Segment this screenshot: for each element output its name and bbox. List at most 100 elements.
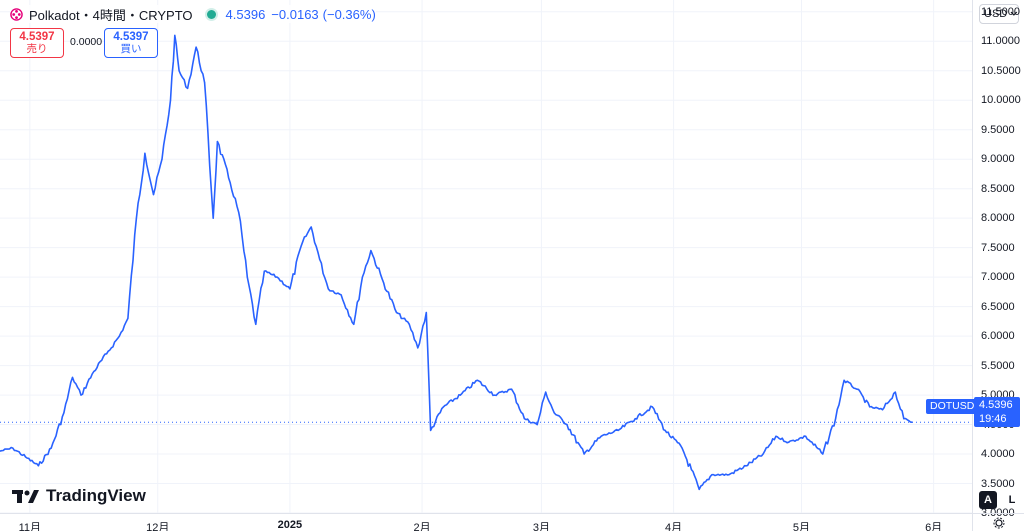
data-point <box>523 418 526 420</box>
axis-corner <box>972 513 1024 531</box>
data-point <box>63 412 65 414</box>
buy-button[interactable]: 4.5397 買い <box>104 28 158 58</box>
price-series <box>0 34 913 491</box>
data-point <box>617 429 619 431</box>
y-tick-label: 10.0000 <box>981 94 1021 107</box>
data-point <box>698 488 700 490</box>
data-point <box>169 99 172 101</box>
x-tick-label: 2025 <box>277 519 303 531</box>
data-point <box>353 323 355 325</box>
data-point <box>425 311 427 314</box>
data-point <box>361 276 363 278</box>
x-tick-label: 4月 <box>665 522 683 531</box>
data-point <box>71 376 74 378</box>
y-tick-label: 11.0000 <box>981 35 1020 48</box>
x-tick-label: 12月 <box>146 522 170 531</box>
symbol-title[interactable]: Polkadot・4時間・CRYPTO <box>29 7 193 23</box>
data-point <box>25 456 27 458</box>
x-tick-label: 6月 <box>925 522 943 531</box>
data-point <box>835 418 837 420</box>
data-point <box>238 211 240 213</box>
brand-name: TradingView <box>46 486 146 505</box>
spread-value: 0.0000 <box>70 36 103 48</box>
y-tick-label: 10.5000 <box>981 64 1021 77</box>
price-change: −0.0163 <box>271 6 319 22</box>
gear-icon[interactable] <box>993 517 1005 529</box>
data-point <box>745 465 747 467</box>
price-chart[interactable] <box>0 0 972 513</box>
data-point <box>255 323 257 325</box>
currency-label: USD <box>984 8 1008 20</box>
data-point <box>869 406 871 408</box>
currency-selector[interactable]: USD <box>979 4 1019 24</box>
sell-button[interactable]: 4.5397 売り <box>10 28 64 58</box>
price-axis[interactable]: USD 3.00003.50004.00004.50005.00005.5000… <box>972 0 1024 519</box>
data-point <box>430 429 432 431</box>
data-point <box>511 388 513 390</box>
data-point <box>762 453 764 455</box>
data-point <box>0 450 1 452</box>
data-point <box>911 421 913 423</box>
series-line-dotusd <box>0 34 913 491</box>
current-price-tag: 4.5396 19:46 <box>974 397 1020 427</box>
y-tick-label: 8.5000 <box>981 182 1015 195</box>
data-point <box>80 394 82 396</box>
tradingview-logo-icon <box>12 490 39 503</box>
data-point <box>600 435 602 437</box>
data-point <box>174 34 176 37</box>
y-tick-label: 11.5000 <box>981 5 1020 18</box>
x-tick-label: 2月 <box>413 522 431 531</box>
data-point <box>822 453 824 455</box>
y-tick-label: 6.5000 <box>981 300 1015 313</box>
data-point <box>536 424 538 426</box>
data-point <box>50 447 52 449</box>
log-scale-button[interactable]: L <box>1008 494 1016 506</box>
data-point <box>711 474 713 476</box>
data-point <box>894 391 896 393</box>
y-tick-label: 6.0000 <box>981 330 1015 343</box>
data-point <box>216 140 218 143</box>
x-tick-label: 3月 <box>532 522 550 531</box>
data-point <box>805 435 807 437</box>
buy-price: 4.5397 <box>113 31 149 43</box>
tradingview-logo[interactable]: TradingView <box>12 486 146 506</box>
data-point <box>383 282 385 284</box>
data-point <box>319 258 321 260</box>
current-price-value: 4.5396 <box>979 399 1013 411</box>
data-point <box>651 406 653 408</box>
data-point <box>370 250 372 252</box>
data-point <box>302 241 304 243</box>
data-point <box>395 311 398 314</box>
data-point <box>408 323 410 325</box>
market-status-dot <box>206 9 216 19</box>
data-point <box>178 70 180 72</box>
time-axis[interactable]: 11月 12月 2025 2月 3月 4月 5月 6月 <box>0 513 972 531</box>
bar-countdown: 19:46 <box>979 413 1007 425</box>
data-point <box>442 406 444 408</box>
data-point <box>246 276 248 278</box>
data-point <box>788 441 790 443</box>
sell-label: 売り <box>26 43 48 55</box>
data-point <box>553 412 555 414</box>
y-tick-label: 3.5000 <box>981 477 1015 490</box>
data-point <box>161 158 163 160</box>
data-point <box>229 182 231 184</box>
auto-scale-button[interactable]: A <box>979 491 997 509</box>
data-point <box>263 270 265 272</box>
symbol-price-tag: DOTUSD <box>926 399 979 414</box>
chart-grid <box>0 0 972 513</box>
chart-legend: Polkadot・4時間・CRYPTO 4.5396 −0.0163 (−0.3… <box>10 5 376 23</box>
data-point <box>583 453 585 455</box>
data-point <box>12 447 14 449</box>
chevron-down-icon <box>1010 11 1018 16</box>
data-point <box>681 447 683 449</box>
data-point <box>476 379 479 381</box>
last-price: 4.5396 <box>225 6 266 22</box>
y-tick-label: 4.0000 <box>981 448 1015 461</box>
y-tick-label: 8.0000 <box>981 212 1015 225</box>
y-tick-label: 9.5000 <box>981 123 1015 136</box>
data-point <box>212 217 214 219</box>
data-point <box>903 418 905 420</box>
sell-price: 4.5397 <box>19 31 55 43</box>
data-point <box>493 394 496 396</box>
